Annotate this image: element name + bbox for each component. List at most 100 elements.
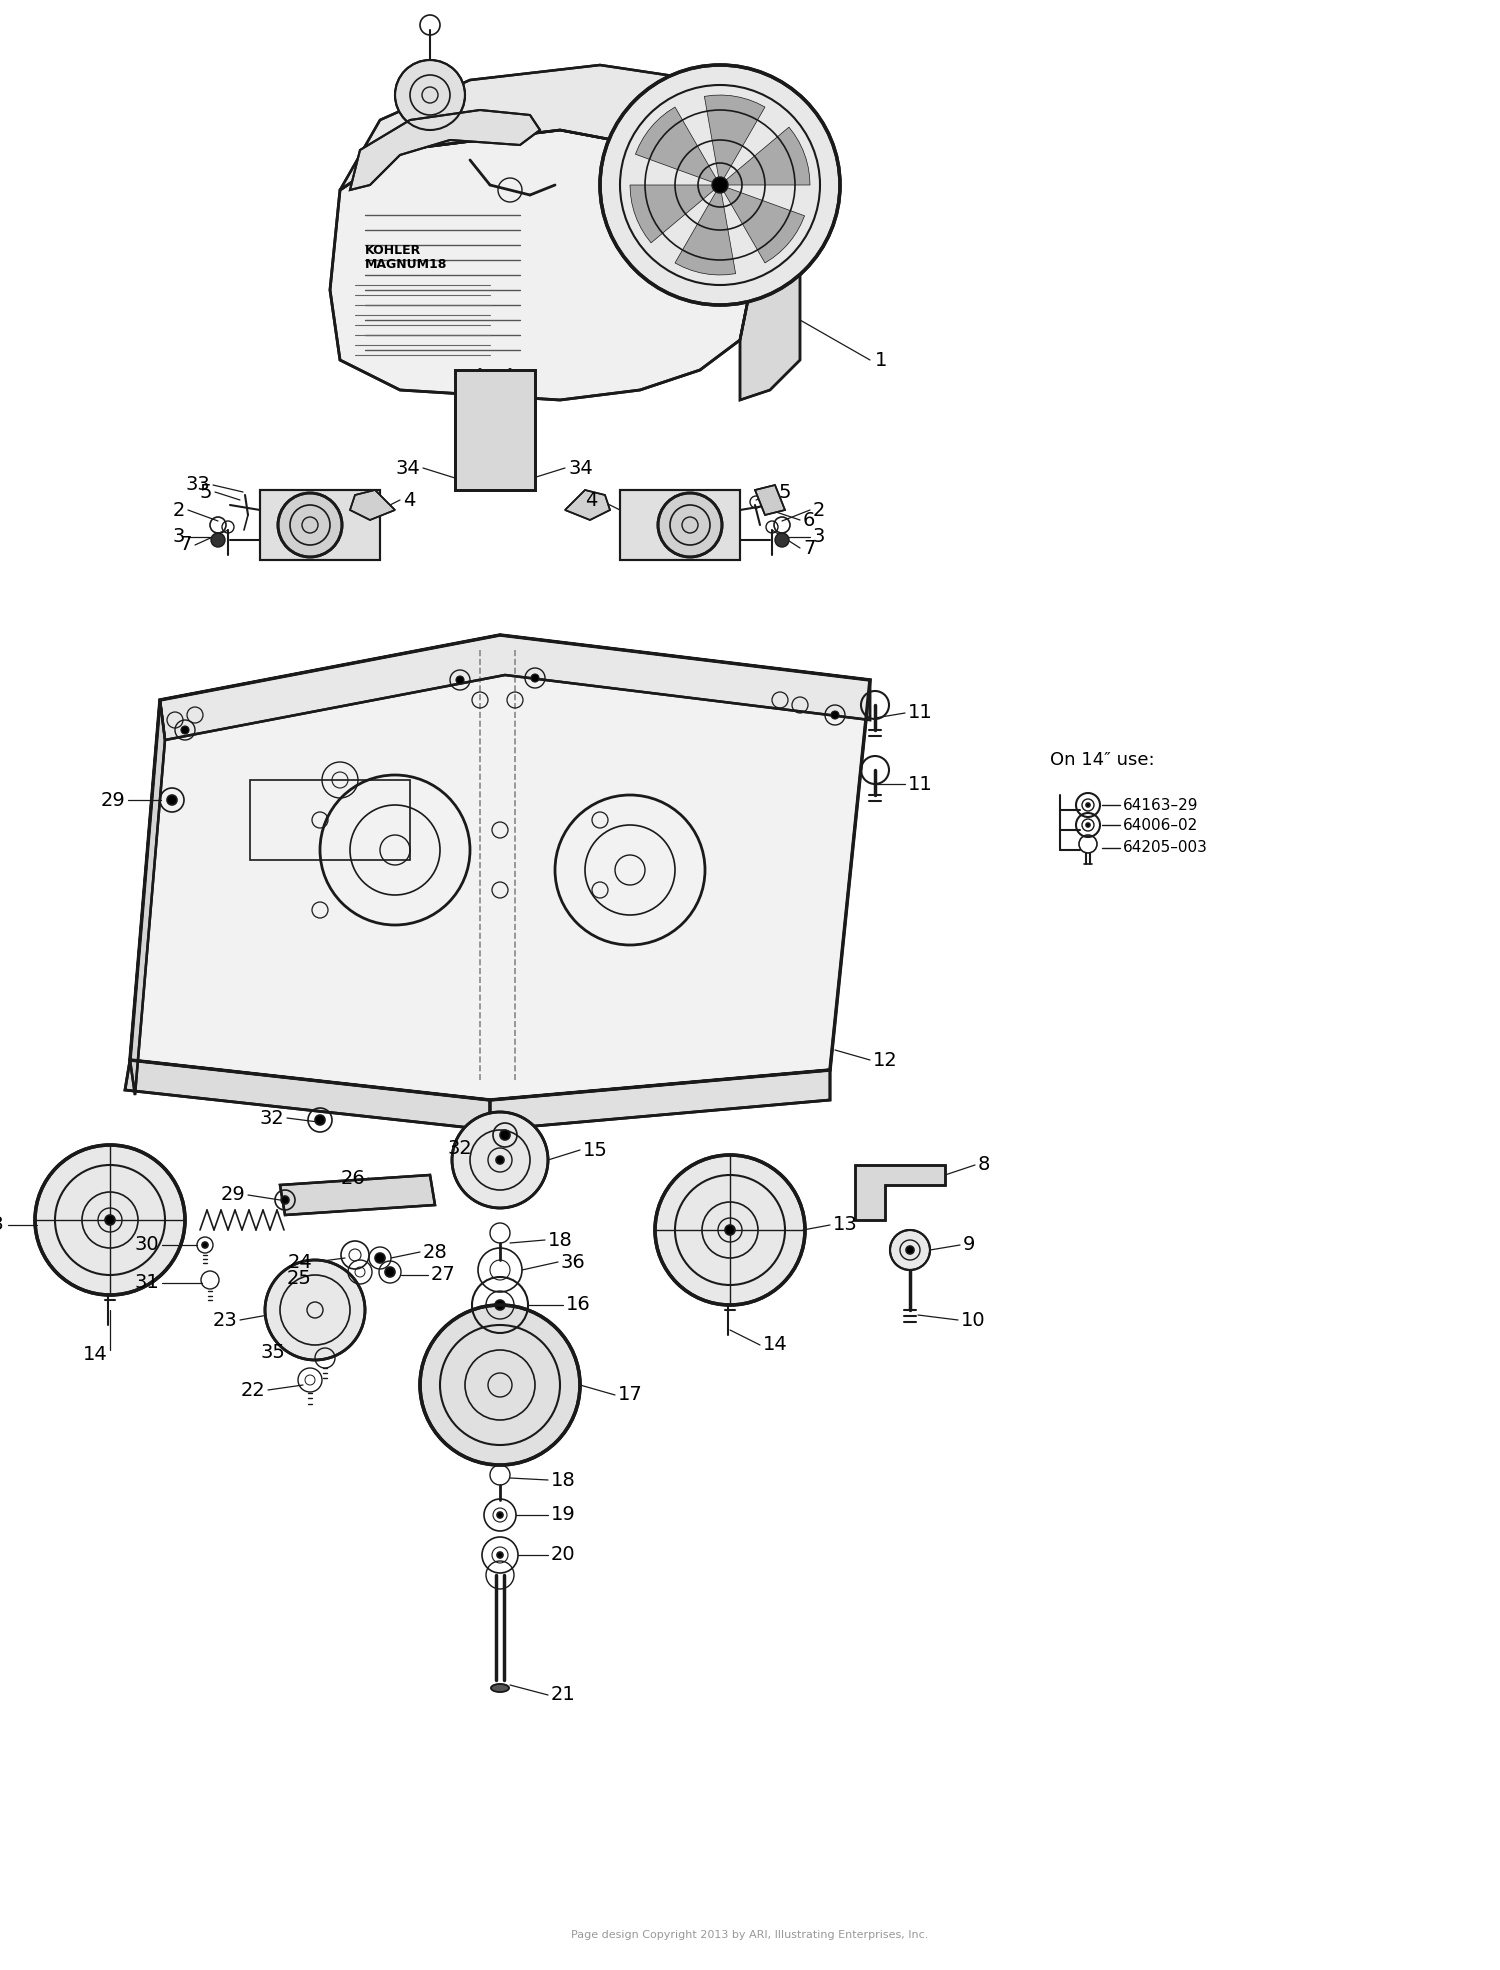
Bar [454,370,536,491]
Circle shape [278,492,342,558]
Circle shape [420,1304,580,1466]
Text: 13: 13 [833,1215,858,1235]
Circle shape [456,676,464,684]
Text: 20: 20 [550,1546,576,1564]
Bar [454,370,536,491]
Polygon shape [160,634,870,741]
Polygon shape [630,185,720,242]
Text: PartsTree: PartsTree [669,865,831,894]
Circle shape [202,1241,208,1249]
Circle shape [831,711,839,719]
Polygon shape [720,185,804,262]
Circle shape [182,727,189,735]
Text: 11: 11 [908,703,933,723]
Text: 8: 8 [978,1156,990,1174]
Circle shape [600,65,840,305]
Text: 28: 28 [423,1243,447,1261]
Text: 12: 12 [873,1050,897,1070]
Text: 35: 35 [260,1342,285,1361]
Polygon shape [720,128,810,185]
Circle shape [280,1196,290,1204]
Text: 3: 3 [172,528,184,546]
Text: 26: 26 [340,1168,364,1188]
Polygon shape [124,1060,490,1131]
Circle shape [1086,804,1090,808]
Text: 34: 34 [568,459,592,477]
Text: 25: 25 [286,1269,312,1288]
Text: 3: 3 [813,528,825,546]
Text: 13: 13 [0,1215,4,1235]
Text: 6: 6 [802,510,816,530]
Text: 64006–02: 64006–02 [1124,818,1198,833]
Text: 21: 21 [550,1686,576,1704]
Text: MAGNUM18: MAGNUM18 [364,258,447,272]
Text: 14: 14 [84,1346,108,1365]
Polygon shape [855,1164,945,1219]
Circle shape [890,1229,930,1271]
Circle shape [1086,823,1090,827]
Polygon shape [350,491,394,520]
Circle shape [315,1115,326,1125]
Polygon shape [130,699,165,1095]
Polygon shape [350,110,540,189]
Circle shape [105,1215,116,1225]
Polygon shape [490,1070,830,1131]
Circle shape [724,1225,735,1235]
Text: 7: 7 [802,538,816,558]
Circle shape [496,1552,502,1558]
Text: 32: 32 [260,1109,284,1127]
Circle shape [495,1300,506,1310]
Bar [251,780,410,861]
Text: 5: 5 [200,483,211,502]
Text: 64205–003: 64205–003 [1124,841,1208,855]
Circle shape [531,674,538,682]
Text: 33: 33 [186,475,210,494]
Text: 30: 30 [135,1235,159,1255]
Text: KOHLER: KOHLER [364,244,422,256]
Text: 24: 24 [288,1253,312,1271]
Text: 10: 10 [962,1310,986,1330]
Text: 4: 4 [404,491,416,510]
Circle shape [496,1513,502,1519]
Circle shape [266,1261,364,1359]
Text: 5: 5 [778,483,790,502]
Polygon shape [130,634,870,1099]
Text: 1: 1 [874,351,888,370]
Circle shape [496,1156,504,1164]
Text: 29: 29 [220,1186,245,1204]
Circle shape [211,534,225,548]
Text: 18: 18 [550,1470,576,1489]
Text: 11: 11 [908,774,933,794]
Text: 27: 27 [430,1265,456,1284]
Text: On 14″ use:: On 14″ use: [1050,751,1155,768]
Circle shape [656,1154,806,1304]
Text: 2: 2 [813,500,825,520]
Polygon shape [675,185,735,276]
Circle shape [776,534,789,548]
Text: 34: 34 [396,459,420,477]
Circle shape [658,492,722,558]
Circle shape [166,796,177,806]
Polygon shape [636,106,720,185]
Text: 19: 19 [550,1505,576,1525]
Polygon shape [330,130,750,400]
Polygon shape [740,169,800,400]
Text: Page design Copyright 2013 by ARI, Illustrating Enterprises, Inc.: Page design Copyright 2013 by ARI, Illus… [572,1931,928,1940]
Ellipse shape [490,1684,508,1692]
Polygon shape [280,1174,435,1215]
Text: 64163–29: 64163–29 [1124,798,1198,812]
Polygon shape [340,65,780,211]
Text: 17: 17 [618,1385,642,1405]
Circle shape [386,1267,394,1277]
Text: 36: 36 [561,1253,585,1271]
Text: 15: 15 [584,1141,608,1160]
Text: 23: 23 [213,1310,237,1330]
Polygon shape [754,485,784,514]
Circle shape [452,1111,548,1208]
Circle shape [906,1245,914,1255]
Circle shape [375,1253,386,1263]
Circle shape [34,1145,184,1294]
Text: 18: 18 [548,1231,573,1249]
Circle shape [394,59,465,130]
Text: 4: 4 [585,491,597,510]
